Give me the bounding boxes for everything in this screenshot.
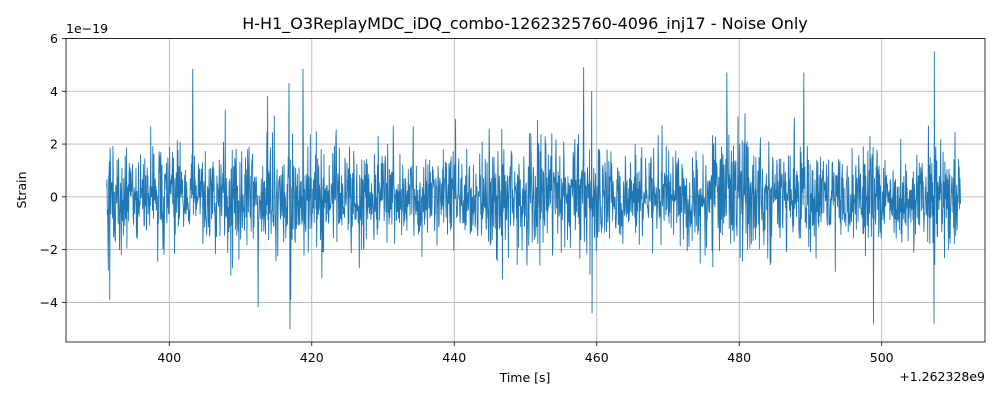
y-axis-ticks: −4 −2 0 2 4 6 bbox=[40, 31, 66, 310]
strain-series-line bbox=[106, 51, 962, 330]
x-tick-label: 420 bbox=[300, 350, 324, 365]
x-tick-label: 460 bbox=[585, 350, 609, 365]
x-axis-ticks: 400 420 440 460 480 500 bbox=[157, 342, 894, 365]
x-tick-label: 500 bbox=[870, 350, 894, 365]
strain-series bbox=[106, 51, 962, 330]
plot-frame bbox=[65, 38, 986, 343]
y-scale-label: 1e−19 bbox=[66, 21, 108, 36]
x-tick-label: 400 bbox=[157, 350, 181, 365]
y-axis-label: Strain bbox=[14, 171, 29, 208]
y-tick-label: −4 bbox=[40, 295, 58, 310]
y-tick-label: −2 bbox=[40, 242, 58, 257]
y-tick-label: 2 bbox=[50, 137, 58, 152]
x-offset-label: +1.262328e9 bbox=[899, 369, 985, 384]
y-tick-label: 0 bbox=[50, 189, 58, 204]
x-tick-label: 480 bbox=[727, 350, 751, 365]
y-tick-label: 6 bbox=[50, 31, 58, 46]
y-tick-label: 4 bbox=[50, 84, 58, 99]
x-tick-label: 440 bbox=[442, 350, 466, 365]
chart-title: H-H1_O3ReplayMDC_iDQ_combo-1262325760-40… bbox=[242, 14, 808, 34]
x-axis-label: Time [s] bbox=[499, 370, 551, 385]
